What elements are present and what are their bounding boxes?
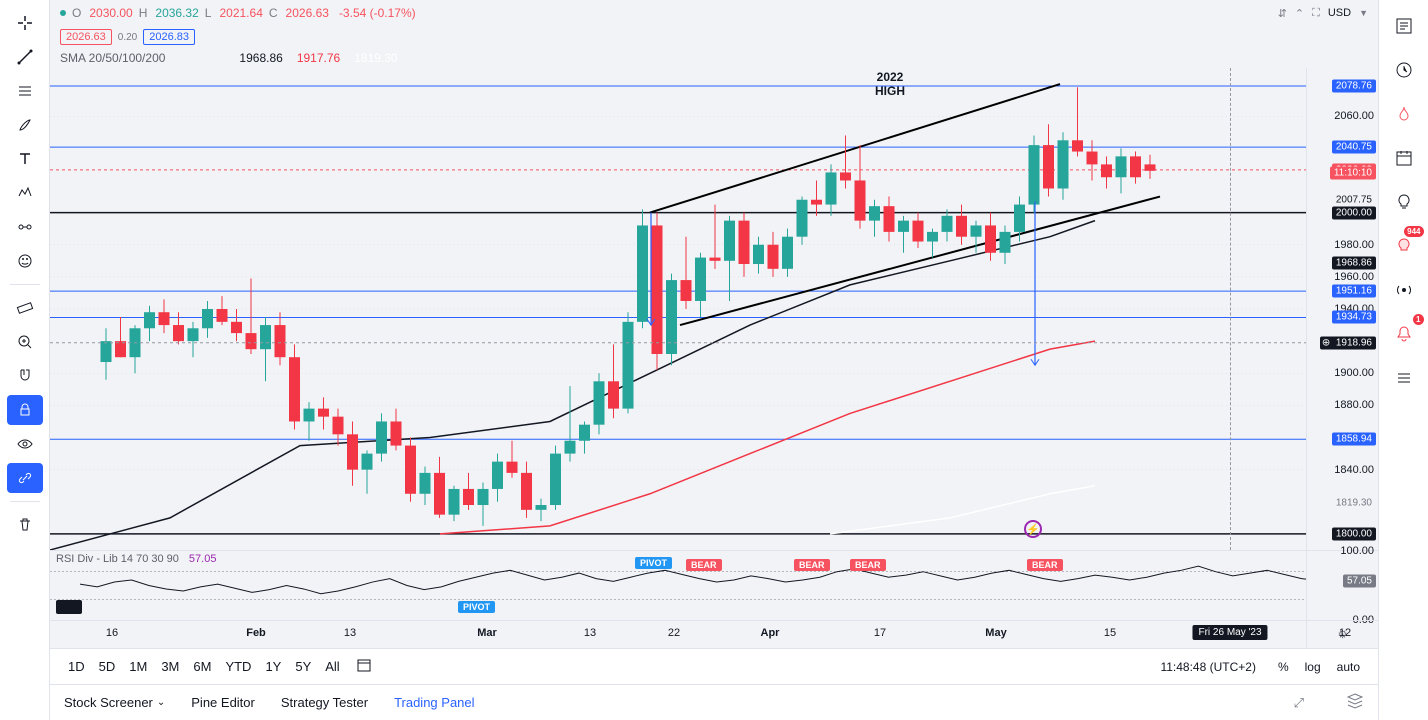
main-panel: O 2030.00 H 2036.32 L 2021.64 C 2026.63 -3.5…: [50, 0, 1378, 720]
notifications-icon[interactable]: 1: [1386, 316, 1422, 352]
ohlc-o-label: O: [72, 6, 81, 20]
annotation-label: HIGH: [850, 84, 930, 98]
chat-icon[interactable]: 944: [1386, 228, 1422, 264]
ohlc-h-label: H: [139, 6, 148, 20]
price-tags: 2026.63 0.20 2026.83: [50, 26, 1378, 48]
interval-bar: 1D5D1M3M6MYTD1Y5YAll 11:48:48 (UTC+2) % …: [50, 648, 1378, 684]
ohlc-o: 2030.00: [89, 6, 132, 20]
rsi-canvas[interactable]: RSI Div - Lib 14 70 30 90 57.05 PIVOTBEA…: [50, 551, 1306, 620]
interval-ytd[interactable]: YTD: [219, 655, 257, 678]
interval-5d[interactable]: 5D: [93, 655, 122, 678]
stream-icon[interactable]: [1386, 272, 1422, 308]
crosshair-tool[interactable]: [7, 8, 43, 38]
footer-stock-screener[interactable]: Stock Screener⌄: [64, 695, 165, 710]
footer-trading-panel[interactable]: Trading Panel: [394, 695, 474, 710]
annotation-2022-high: 2022 HIGH: [850, 70, 930, 98]
lock-tool[interactable]: [7, 395, 43, 425]
scale-percent[interactable]: %: [1272, 660, 1295, 674]
currency-selector[interactable]: USD: [1328, 7, 1351, 19]
interval-5y[interactable]: 5Y: [289, 655, 317, 678]
rsi-axis[interactable]: 100.0057.050.00: [1306, 551, 1378, 620]
time-axis[interactable]: 16Feb13Mar1322Apr17May1512Fri 26 May '23…: [50, 620, 1378, 648]
interval-1d[interactable]: 1D: [62, 655, 91, 678]
dom-icon[interactable]: [1386, 360, 1422, 396]
sma-label: SMA 20/50/100/200: [60, 51, 165, 65]
expand-panel-icon[interactable]: ⤢: [1294, 695, 1304, 711]
interval-3m[interactable]: 3M: [155, 655, 185, 678]
tradingview-logo[interactable]: [56, 600, 82, 614]
interval-6m[interactable]: 6M: [187, 655, 217, 678]
text-tool[interactable]: [7, 144, 43, 174]
ruler-tool[interactable]: [7, 293, 43, 323]
replay-icon[interactable]: ⚡: [1024, 520, 1042, 538]
sma-legend: SMA 20/50/100/200 1968.86 1917.76 1819.3…: [50, 48, 1378, 68]
notif-badge: 1: [1413, 314, 1423, 325]
chart-canvas[interactable]: 2022 HIGH ⚡: [50, 68, 1306, 550]
clock: 11:48:48 (UTC+2): [1160, 660, 1256, 674]
chart-header: O 2030.00 H 2036.32 L 2021.64 C 2026.63 -3.5…: [50, 0, 1378, 26]
interval-1m[interactable]: 1M: [123, 655, 153, 678]
left-toolbar: [0, 0, 50, 720]
watchlist-icon[interactable]: [1386, 8, 1422, 44]
sma-v2: 1917.76: [297, 51, 340, 65]
spread-tag: 0.20: [118, 32, 137, 43]
rsi-panel: RSI Div - Lib 14 70 30 90 57.05 PIVOTBEA…: [50, 550, 1378, 620]
footer-strategy-tester[interactable]: Strategy Tester: [281, 695, 368, 710]
rsi-legend: RSI Div - Lib 14 70 30 90 57.05: [56, 553, 216, 565]
pattern-tool[interactable]: [7, 178, 43, 208]
ohlc-l-label: L: [205, 6, 212, 20]
chevron-down-icon[interactable]: ▼: [1359, 8, 1368, 18]
bid-price-tag: 2026.83: [143, 29, 195, 45]
collapse-icon[interactable]: ⇵: [1278, 7, 1287, 20]
ideas-icon[interactable]: [1386, 184, 1422, 220]
hide-tool[interactable]: [7, 429, 43, 459]
crosshair-vertical: [1230, 68, 1231, 550]
footer-pine-editor[interactable]: Pine Editor: [191, 695, 255, 710]
ohlc-change: -3.54 (-0.17%): [339, 6, 416, 20]
sma-v3: 1819.30: [354, 51, 397, 65]
chart-area[interactable]: 2022 HIGH ⚡ 2060.001980.001960.001940.00…: [50, 68, 1378, 550]
layers-icon[interactable]: [1346, 692, 1364, 713]
magnet-tool[interactable]: [7, 361, 43, 391]
scale-auto[interactable]: auto: [1331, 660, 1366, 674]
chat-badge: 944: [1404, 226, 1423, 237]
rsi-value: 57.05: [189, 553, 217, 565]
minimize-icon[interactable]: ⌃: [1295, 7, 1304, 20]
calendar-icon[interactable]: [1386, 140, 1422, 176]
fullscreen-icon[interactable]: ⛶: [1312, 7, 1320, 20]
rsi-label: RSI Div - Lib 14 70 30 90: [56, 553, 179, 565]
emoji-tool[interactable]: [7, 246, 43, 276]
price-axis[interactable]: 2060.001980.001960.001940.001900.001880.…: [1306, 68, 1378, 550]
interval-all[interactable]: All: [319, 655, 345, 678]
ohlc-l: 2021.64: [219, 6, 262, 20]
rsi-svg: [50, 551, 1306, 620]
time-canvas: 16Feb13Mar1322Apr17May1512Fri 26 May '23: [50, 621, 1306, 648]
zoom-tool[interactable]: [7, 327, 43, 357]
scale-log[interactable]: log: [1299, 660, 1327, 674]
last-price-tag: 2026.63: [60, 29, 112, 45]
alerts-icon[interactable]: [1386, 52, 1422, 88]
forecast-tool[interactable]: [7, 212, 43, 242]
right-toolbar: 944 1: [1378, 0, 1428, 720]
fib-tool[interactable]: [7, 76, 43, 106]
goto-date[interactable]: [350, 653, 378, 680]
ohlc-c: 2026.63: [286, 6, 329, 20]
sma-v1: 1968.86: [239, 51, 282, 65]
brush-tool[interactable]: [7, 110, 43, 140]
trash-tool[interactable]: [7, 510, 43, 540]
chart-svg: [50, 68, 1306, 550]
ohlc-c-label: C: [269, 6, 278, 20]
interval-1y[interactable]: 1Y: [259, 655, 287, 678]
link-tool[interactable]: [7, 463, 43, 493]
ohlc-h: 2036.32: [155, 6, 198, 20]
footer-bar: Stock Screener⌄ Pine Editor Strategy Teste…: [50, 684, 1378, 720]
market-status-dot: [60, 10, 66, 16]
annotation-year: 2022: [850, 70, 930, 84]
trendline-tool[interactable]: [7, 42, 43, 72]
hotlist-icon[interactable]: [1386, 96, 1422, 132]
